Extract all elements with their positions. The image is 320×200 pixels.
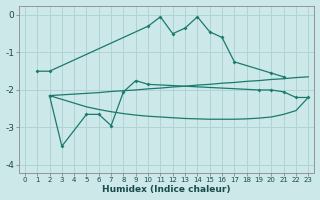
X-axis label: Humidex (Indice chaleur): Humidex (Indice chaleur) [102, 185, 231, 194]
